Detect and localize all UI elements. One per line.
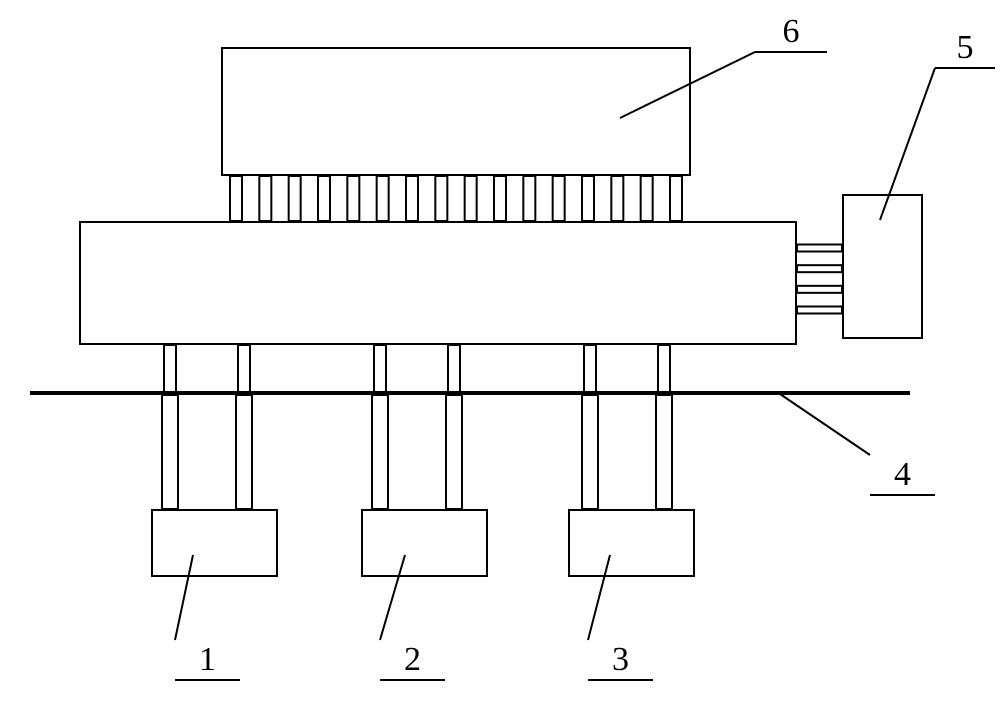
label-text: 4 (894, 456, 911, 493)
label-text: 6 (783, 13, 800, 50)
label-text: 3 (612, 641, 629, 678)
label-text: 1 (199, 641, 216, 678)
label-text: 2 (404, 641, 421, 678)
label-text: 5 (957, 29, 974, 66)
